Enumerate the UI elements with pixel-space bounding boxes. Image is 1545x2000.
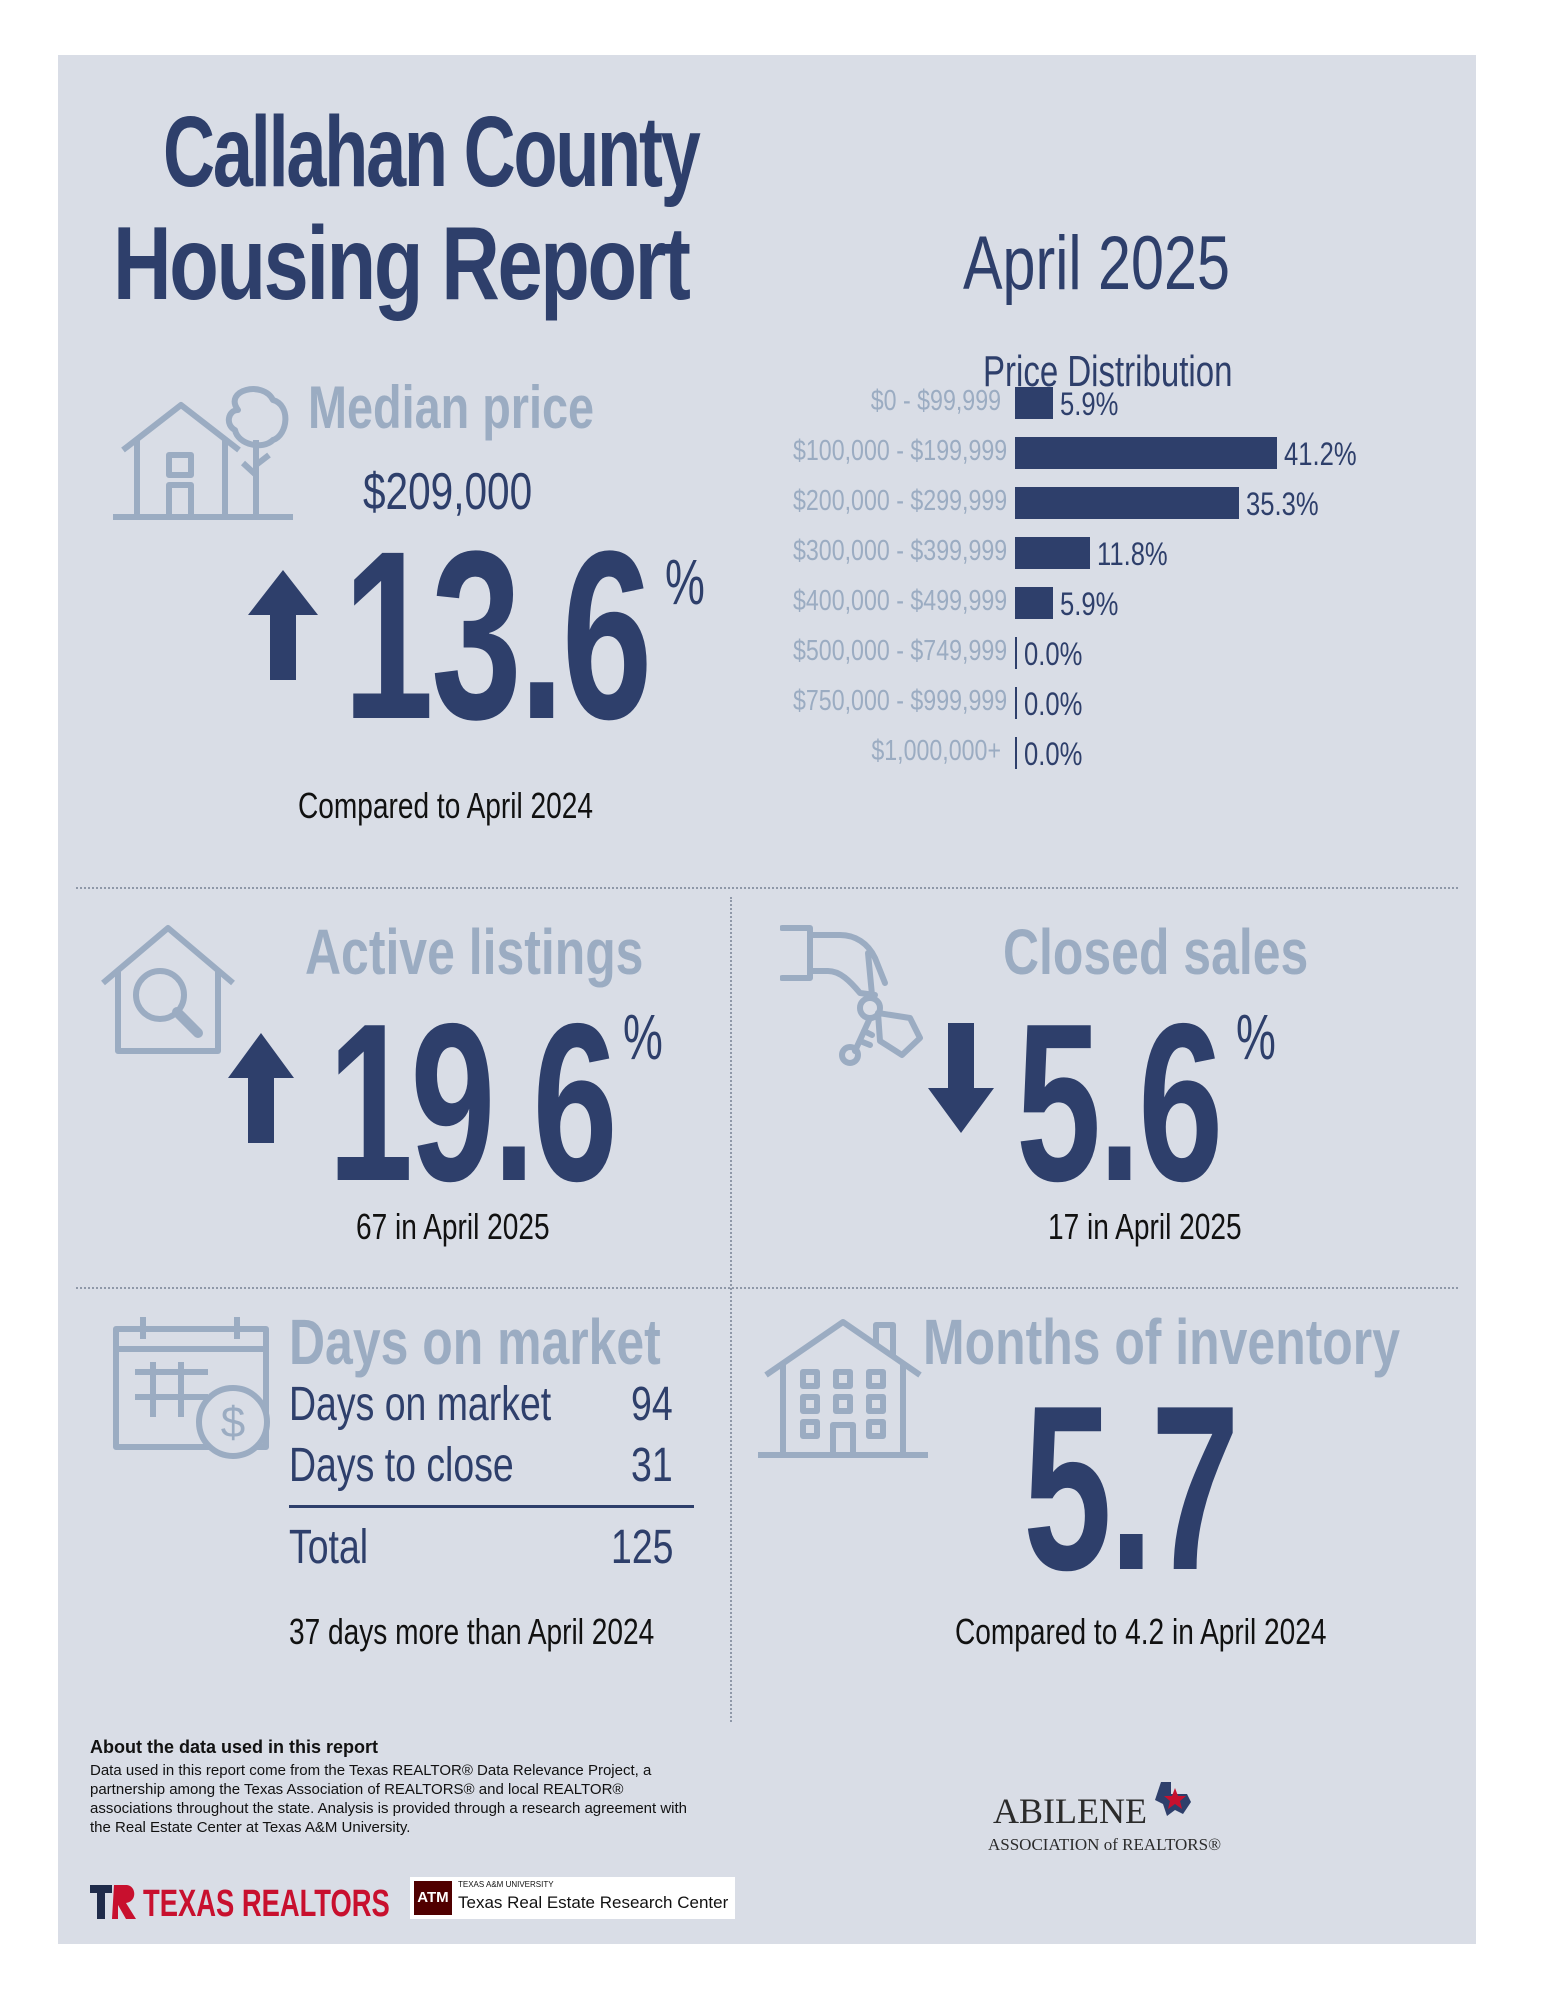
divider-top [76, 887, 1458, 889]
report-title-county: Callahan County [163, 96, 701, 208]
price-range-label: $0 - $99,999 [870, 385, 1001, 417]
price-bar [1015, 687, 1017, 719]
median-compare: Compared to April 2024 [298, 785, 594, 826]
dom-total-rule [289, 1505, 694, 1508]
price-range-label: $750,000 - $999,999 [793, 685, 1008, 717]
building-icon [758, 1317, 928, 1462]
abilene-logo-subtext: ASSOCIATION of REALTORS® [988, 1835, 1222, 1854]
texas-star-icon [1153, 1780, 1195, 1818]
price-range-label: $1,000,000+ [871, 735, 1001, 767]
months-inventory-value: 5.7 [1023, 1356, 1240, 1619]
divider-middle [76, 1287, 1458, 1289]
tamu-logo: ATM TEXAS A&M UNIVERSITY Texas Real Esta… [410, 1877, 735, 1919]
price-range-label: $300,000 - $399,999 [793, 535, 1008, 567]
dom-row-value: 31 [631, 1439, 673, 1492]
price-bar [1015, 387, 1053, 419]
price-bar-value: 41.2% [1284, 436, 1357, 472]
price-bar-value: 5.9% [1059, 386, 1118, 422]
median-pct-sign: % [665, 546, 705, 618]
active-pct-sign: % [623, 1001, 663, 1073]
days-on-market-label: Days on market [289, 1306, 661, 1378]
months-inventory-label: Months of inventory [923, 1306, 1400, 1378]
price-range-label: $100,000 - $199,999 [793, 435, 1008, 467]
price-range-label: $400,000 - $499,999 [793, 585, 1008, 617]
price-range-label: $500,000 - $749,999 [793, 635, 1008, 667]
arrow-up-icon [228, 1033, 294, 1143]
price-bar-value: 11.8% [1097, 536, 1168, 572]
closed-sub: 17 in April 2025 [1048, 1206, 1242, 1247]
report-panel: Callahan County Housing Report April 202… [58, 55, 1476, 1944]
price-bar [1015, 437, 1277, 469]
active-sub: 67 in April 2025 [356, 1206, 550, 1247]
inventory-compare: Compared to 4.2 in April 2024 [955, 1611, 1327, 1652]
about-title: About the data used in this report [90, 1737, 379, 1757]
tamu-small-text: TEXAS A&M UNIVERSITY [458, 1880, 554, 1889]
price-range-label: $200,000 - $299,999 [793, 485, 1008, 517]
report-month: April 2025 [963, 221, 1230, 306]
dom-total-label: Total [289, 1521, 369, 1574]
arrow-down-icon [928, 1023, 994, 1133]
price-bar-value: 0.0% [1024, 736, 1083, 772]
abilene-logo-text: ABILENE [993, 1791, 1147, 1831]
calendar-dollar-icon: $ [113, 1317, 273, 1467]
dom-row-value: 94 [631, 1378, 673, 1431]
price-bar-value: 0.0% [1024, 686, 1083, 722]
arrow-up-icon [248, 570, 318, 680]
active-listings-label: Active listings [305, 916, 644, 988]
price-bar-value: 5.9% [1059, 586, 1118, 622]
median-price-value: $209,000 [363, 463, 533, 521]
price-bar-value: 0.0% [1024, 636, 1083, 672]
house-search-icon [98, 923, 238, 1058]
divider-vertical [730, 897, 732, 1722]
svg-text:$: $ [221, 1398, 245, 1447]
price-bar [1015, 537, 1091, 569]
dom-total-value: 125 [611, 1521, 674, 1574]
price-bar [1015, 737, 1017, 769]
report-title: Housing Report [113, 206, 691, 322]
hand-key-icon [780, 923, 940, 1073]
texas-realtors-logo-mark [90, 1881, 138, 1921]
dom-row-label: Days to close [289, 1439, 514, 1492]
house-tree-icon [113, 385, 293, 525]
price-bar [1015, 587, 1053, 619]
dom-row-label: Days on market [289, 1378, 552, 1431]
closed-pct-sign: % [1236, 1001, 1276, 1073]
price-bar-value: 35.3% [1246, 486, 1320, 522]
texas-realtors-logo-text: TEXAS REALTORS [143, 1883, 390, 1925]
about-body: Data used in this report come from the T… [90, 1762, 688, 1836]
tamu-mark-icon: ATM [414, 1881, 452, 1915]
price-bar [1015, 487, 1240, 519]
active-change-value: 19.6 [328, 976, 618, 1228]
closed-sales-label: Closed sales [1003, 916, 1309, 988]
price-bar [1015, 637, 1017, 669]
median-change-value: 13.6 [343, 501, 652, 769]
dom-compare: 37 days more than April 2024 [289, 1611, 655, 1652]
tamu-name-text: Texas Real Estate Research Center [458, 1893, 729, 1912]
closed-change-value: 5.6 [1016, 976, 1223, 1228]
median-price-label: Median price [308, 374, 595, 441]
